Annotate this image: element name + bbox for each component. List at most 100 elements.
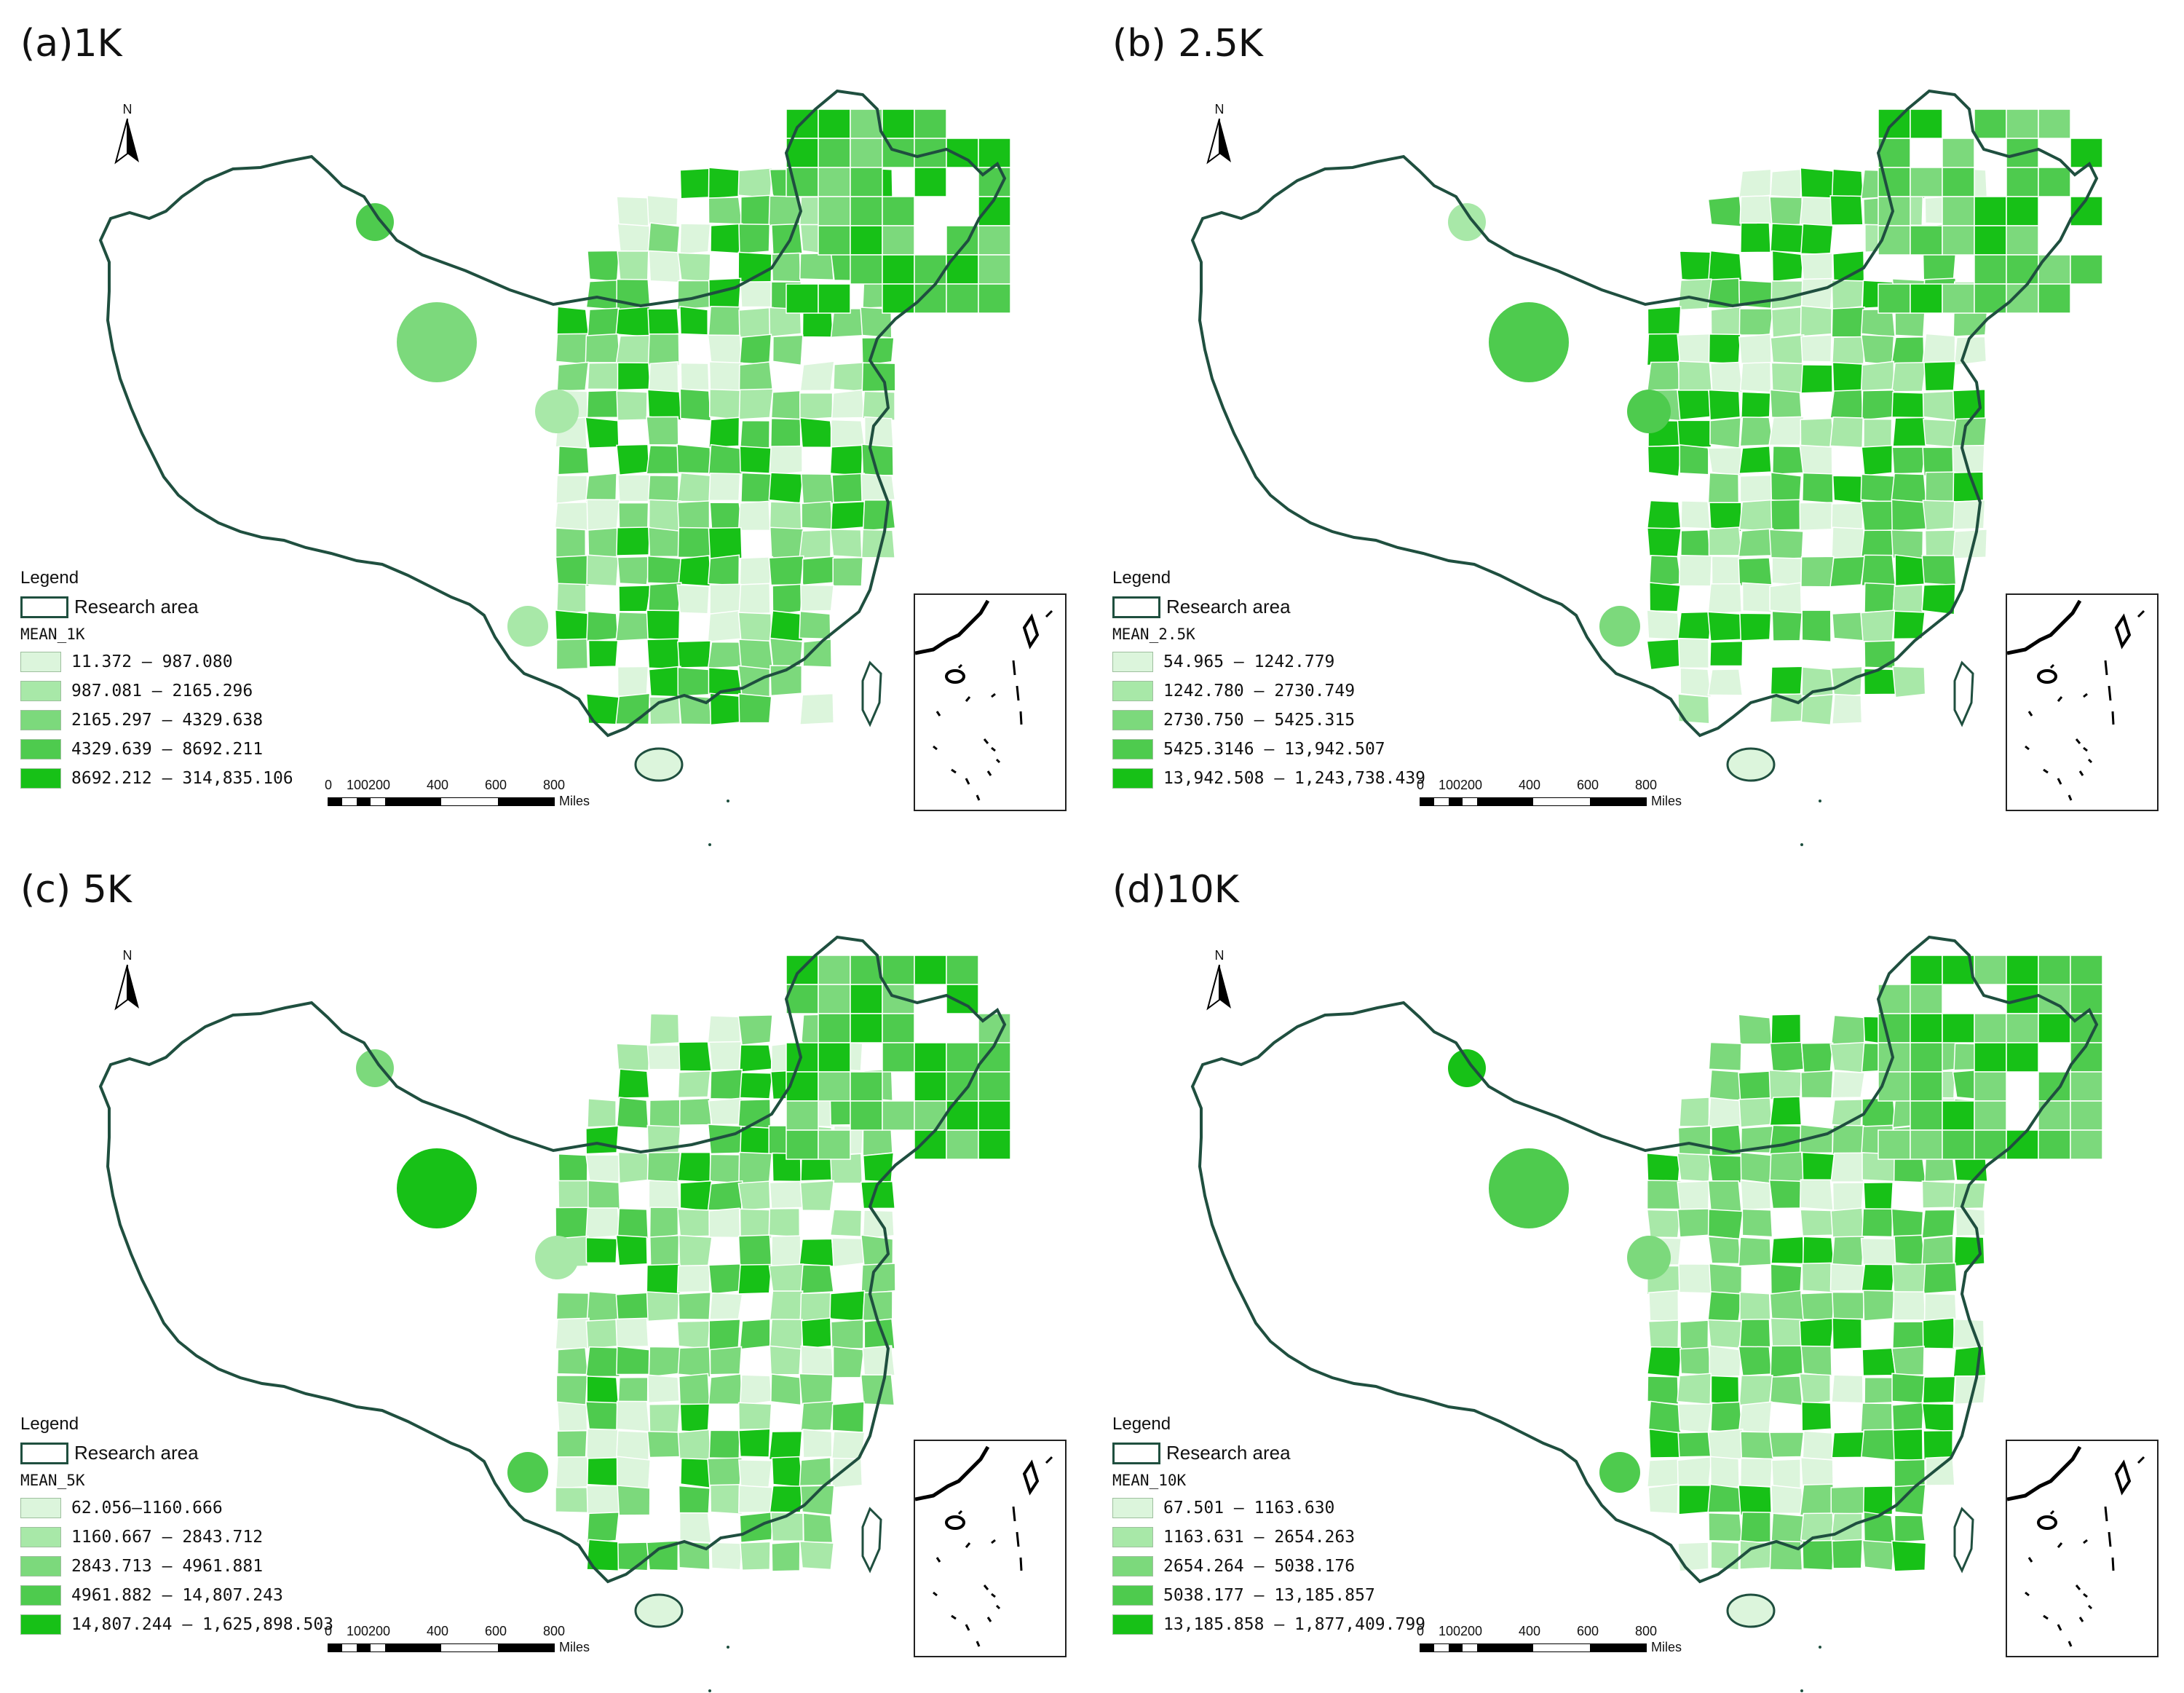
scale-unit: Miles	[559, 794, 590, 808]
region-polygon	[1707, 1180, 1742, 1212]
legend-class-swatch	[1112, 1614, 1153, 1635]
region-polygon	[978, 1013, 1011, 1043]
region-polygon	[1910, 1013, 1943, 1043]
region-polygon	[679, 305, 708, 336]
region-polygon	[647, 582, 682, 615]
region-polygon	[1677, 611, 1713, 642]
region-polygon	[1832, 361, 1864, 392]
region-polygon	[799, 1456, 832, 1487]
region-polygon	[558, 1180, 590, 1211]
region-polygon	[1770, 472, 1803, 503]
region-polygon	[818, 984, 851, 1014]
taiwan-island	[1953, 1507, 1974, 1574]
region-polygon	[946, 1042, 979, 1073]
region-polygon	[1921, 1402, 1955, 1433]
region-polygon	[555, 1456, 590, 1489]
region-polygon	[1974, 1071, 2007, 1102]
region-polygon	[1707, 1483, 1742, 1513]
region-polygon	[850, 254, 883, 285]
region-polygon	[585, 1319, 620, 1350]
region-polygon	[1707, 583, 1743, 615]
research-area-label: Research area	[74, 1442, 199, 1464]
legend-class-row: 11.372 – 987.080	[20, 647, 293, 676]
inset-map	[2006, 1445, 2145, 1647]
region-polygon	[708, 526, 743, 560]
region-polygon	[818, 225, 851, 256]
region-polygon	[1831, 336, 1865, 366]
legend-class-swatch	[20, 1585, 61, 1606]
region-polygon	[676, 1264, 711, 1293]
legend-class-row: 4329.639 – 8692.211	[20, 735, 293, 764]
region-polygon	[708, 443, 743, 475]
region-polygon	[707, 609, 743, 643]
region-polygon	[615, 1234, 648, 1266]
north-arrow: N	[113, 948, 142, 1018]
legend-class-row: 67.501 – 1163.630	[1112, 1493, 1425, 1523]
map-legend: Legend Research area MEAN_10K 67.501 – 1…	[1112, 1414, 1425, 1639]
legend-class-swatch	[1112, 1585, 1153, 1606]
region-polygon	[1891, 391, 1926, 419]
legend-class-swatch	[20, 768, 61, 789]
scale-unit: Miles	[559, 1640, 590, 1654]
region-polygon	[978, 225, 1011, 256]
region-polygon	[1974, 1013, 2007, 1043]
region-polygon	[646, 194, 678, 226]
region-polygon	[818, 196, 851, 226]
region-polygon	[914, 1100, 947, 1131]
region-polygon	[739, 556, 774, 585]
region-polygon	[1646, 638, 1682, 671]
legend-class-label: 5038.177 – 13,185.857	[1163, 1586, 1375, 1605]
region-polygon	[586, 390, 620, 419]
region-polygon	[708, 167, 742, 200]
region-polygon	[862, 1126, 893, 1157]
region-polygon	[818, 108, 851, 139]
region-polygon	[850, 196, 883, 226]
legend-field-name: MEAN_1K	[20, 625, 85, 643]
region-polygon	[535, 390, 579, 433]
region-polygon	[647, 222, 681, 256]
region-polygon	[829, 1290, 866, 1322]
scale-bar-graphic	[328, 797, 555, 806]
region-polygon	[587, 307, 620, 338]
region-polygon	[1489, 302, 1569, 382]
legend-class-row: 13,185.858 – 1,877,409.799	[1112, 1610, 1425, 1639]
region-polygon	[615, 1430, 650, 1461]
region-polygon	[1647, 1376, 1679, 1405]
region-polygon	[769, 1290, 804, 1322]
region-polygon	[1709, 1069, 1743, 1101]
region-polygon	[1893, 1484, 1926, 1516]
region-polygon	[739, 446, 772, 474]
region-polygon	[1770, 1512, 1805, 1544]
region-polygon	[1707, 195, 1744, 228]
inset-map	[2006, 599, 2145, 801]
region-polygon	[830, 1319, 864, 1349]
scale-tick-labels: 0 100 200 400 600 800	[325, 778, 590, 794]
legend-class-label: 4329.639 – 8692.211	[71, 740, 264, 759]
south-sea-islands	[708, 1646, 729, 1692]
region-polygon	[1646, 609, 1681, 641]
region-polygon	[1861, 554, 1896, 586]
region-polygon	[1800, 417, 1835, 448]
region-polygon	[555, 527, 587, 559]
region-polygon	[615, 611, 650, 642]
region-polygon	[618, 502, 649, 532]
region-polygon	[799, 610, 831, 640]
region-polygon	[586, 499, 620, 532]
region-polygon	[1708, 526, 1743, 556]
region-polygon	[1709, 1456, 1740, 1489]
region-polygon	[946, 955, 979, 985]
region-polygon	[1679, 1319, 1709, 1351]
legend-class-row: 987.081 – 2165.296	[20, 676, 293, 706]
region-polygon	[1739, 417, 1774, 447]
region-polygon	[1799, 1373, 1831, 1405]
region-polygon	[1708, 334, 1741, 365]
region-polygon	[646, 416, 679, 446]
choropleth-map	[98, 935, 1011, 1692]
region-polygon	[768, 1207, 801, 1238]
region-polygon	[586, 610, 619, 642]
legend-research-area: Research area	[1112, 1442, 1425, 1464]
region-polygon	[587, 1097, 617, 1128]
region-polygon	[738, 583, 771, 615]
region-polygon	[799, 392, 834, 421]
region-polygon	[1770, 362, 1804, 394]
